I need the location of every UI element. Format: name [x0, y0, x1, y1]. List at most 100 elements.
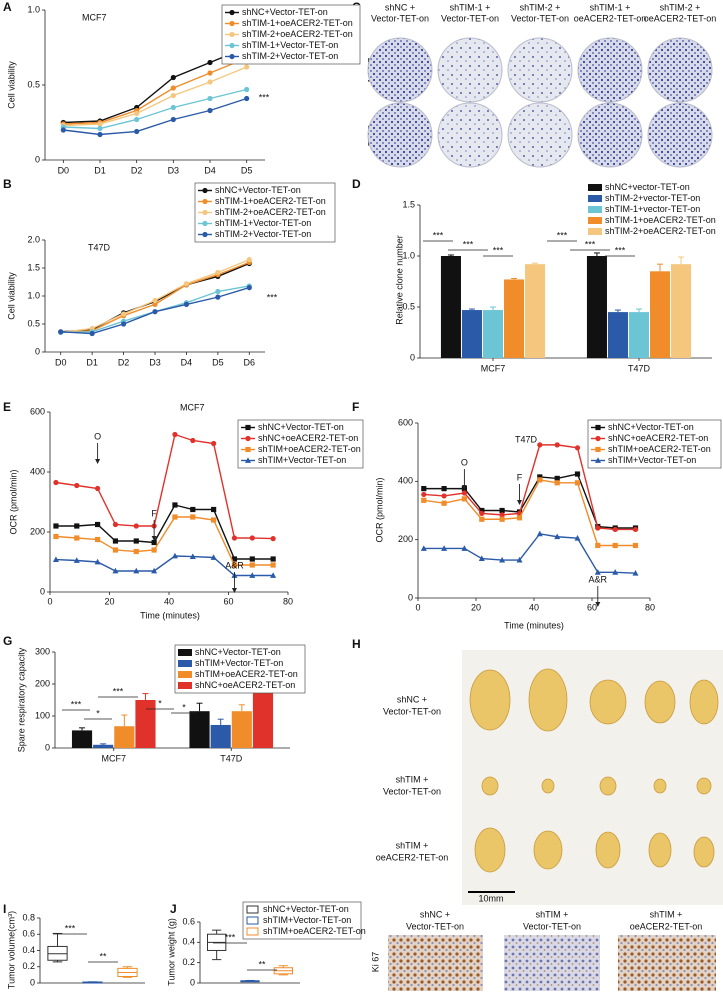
legend-label: shTIM-2+oeACER2-TET-on	[215, 207, 326, 217]
column-header: shTIM +	[536, 909, 569, 919]
x-tick-label: 60	[223, 596, 233, 606]
legend-label: shTIM+Vector-TET-on	[263, 915, 351, 925]
marker	[151, 567, 158, 574]
tumor	[541, 778, 555, 794]
dish	[507, 37, 573, 103]
tumors	[469, 668, 719, 873]
marker	[554, 442, 560, 448]
marker	[112, 547, 119, 553]
marker	[133, 538, 139, 544]
legend-box	[242, 901, 362, 940]
legend-swatch	[178, 682, 192, 689]
legend-label: shTIM-1+oeACER2-TET-on	[242, 18, 353, 28]
dish	[367, 37, 433, 103]
y-tick-label: 1.0	[27, 290, 40, 300]
legend-label: shTIM-2+Vector-TET-on	[215, 229, 311, 239]
x-tick-label: 60	[587, 602, 597, 612]
x-tick-label: D6	[244, 357, 256, 367]
marker	[190, 437, 196, 444]
marker	[499, 516, 505, 522]
bar	[231, 711, 252, 748]
x-tick-label: D1	[86, 357, 98, 367]
series-line	[63, 57, 247, 125]
legend-marker	[202, 220, 208, 227]
series-line	[63, 66, 247, 127]
marker	[499, 507, 505, 514]
legend-swatch	[178, 660, 192, 667]
marker	[215, 269, 221, 276]
marker	[210, 554, 217, 560]
marker	[461, 545, 468, 551]
y-tick-label: 200	[398, 534, 413, 544]
marker	[421, 486, 427, 492]
marker	[172, 502, 178, 508]
injection-label: F	[151, 508, 157, 518]
bar	[671, 264, 692, 358]
series-line	[55, 504, 274, 560]
legend-label: shNC+Vector-TET-on	[195, 647, 281, 657]
series-line	[63, 88, 247, 130]
marker	[133, 548, 139, 555]
marker	[479, 507, 485, 514]
x-tick-label: 80	[283, 596, 293, 606]
marker	[183, 301, 190, 307]
legend-label: shTIM-1+oeACER2-TET-on	[605, 215, 716, 225]
marker	[244, 64, 250, 70]
y-axis-label: Tumor volume(cm³)	[6, 911, 16, 989]
y-tick-label: 0	[40, 586, 45, 596]
legend-label: shTIM+oeACER2-TET-on	[263, 926, 366, 936]
legend-label: shNC+oeACER2-TET-on	[258, 433, 358, 443]
y-tick-label: 0	[30, 977, 35, 987]
tumor	[693, 836, 715, 868]
tumor	[533, 830, 563, 870]
legend-box	[194, 182, 336, 243]
tumor	[696, 777, 712, 795]
column-header: shTIM-2 +	[520, 2, 561, 12]
marker	[554, 480, 560, 486]
marker	[171, 552, 178, 559]
panel-letter: J	[170, 902, 177, 916]
bar	[114, 726, 135, 748]
legend-marker	[245, 446, 251, 453]
marker	[207, 107, 213, 114]
legend-label: shNC+oeACER2-TET-on	[195, 680, 295, 690]
marker	[151, 547, 157, 553]
legend-marker	[595, 435, 601, 442]
legend-marker	[202, 209, 208, 216]
injection-arrowhead	[595, 602, 601, 607]
bar	[504, 279, 525, 358]
scale-bar-label: 10mm	[478, 893, 503, 903]
marker	[60, 127, 66, 133]
significance: ***	[71, 699, 82, 709]
marker	[632, 570, 639, 576]
series-line	[63, 97, 247, 136]
marker	[190, 514, 196, 520]
marker	[112, 521, 119, 528]
legend-marker	[229, 53, 235, 60]
marker	[420, 545, 427, 551]
series-line	[423, 444, 636, 531]
y-tick-label: 0.2	[182, 957, 195, 967]
series-line	[423, 479, 636, 547]
dish	[367, 102, 433, 168]
significance: *	[182, 702, 186, 712]
x-tick-label: D0	[55, 357, 67, 367]
marker	[574, 535, 581, 541]
column-header: shTIM-2 +	[660, 2, 701, 12]
marker	[170, 92, 176, 99]
injection-label: O	[461, 457, 468, 467]
y-tick-label: 200	[30, 526, 45, 536]
x-tick-label: D2	[118, 357, 130, 367]
row-label: oeACER2-TET-on	[376, 852, 449, 862]
legend-label: shNC+Vector-TET-on	[608, 422, 694, 432]
x-tick-label: D2	[131, 165, 143, 175]
y-tick-label: 200	[35, 678, 50, 688]
significance: ***	[225, 932, 236, 942]
panel-letter: A	[3, 0, 12, 14]
significance: *	[158, 698, 162, 708]
marker	[53, 523, 59, 529]
x-tick-label: D4	[181, 357, 193, 367]
legend-label: shTIM+Vector-TET-on	[608, 455, 696, 465]
legend-label: shTIM+oeACER2-TET-on	[195, 669, 298, 679]
x-tick-label: D5	[212, 357, 224, 367]
